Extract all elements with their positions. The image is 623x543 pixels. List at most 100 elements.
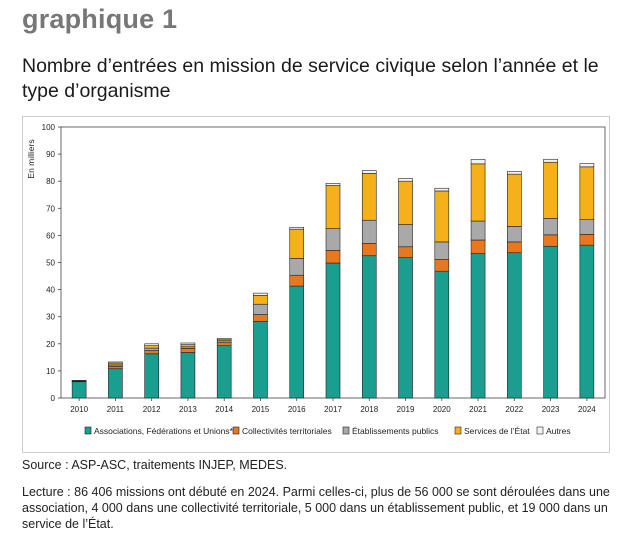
bar-segment bbox=[289, 258, 305, 276]
legend-label: Collectivités territoriales bbox=[242, 426, 332, 436]
legend-swatch bbox=[454, 426, 462, 435]
x-tick-label: 2023 bbox=[542, 405, 560, 414]
bar-segment bbox=[579, 166, 595, 220]
chart-title: Nombre d’entrées en mission de service c… bbox=[22, 55, 599, 102]
bar-segment bbox=[507, 171, 522, 175]
bar-segment bbox=[144, 345, 159, 349]
bar-segment bbox=[579, 163, 595, 168]
bar-segment bbox=[289, 285, 305, 399]
x-tick-label: 2021 bbox=[469, 405, 487, 414]
bar-segment bbox=[71, 381, 87, 399]
x-tick-label: 2022 bbox=[505, 405, 523, 414]
bar-segment bbox=[253, 321, 268, 399]
bar-segment bbox=[108, 366, 123, 370]
y-tick-label: 30 bbox=[46, 313, 55, 322]
bar-segment bbox=[325, 250, 341, 264]
bar-segment bbox=[216, 338, 232, 341]
bar-segment bbox=[216, 345, 232, 399]
x-tick-label: 2013 bbox=[179, 405, 197, 414]
legend-label: Établissements publics bbox=[352, 426, 438, 436]
bar-segment bbox=[398, 180, 413, 225]
bar-segment bbox=[398, 246, 413, 258]
bar-segment bbox=[180, 344, 196, 348]
bar-segment bbox=[579, 244, 595, 399]
x-tick-label: 2017 bbox=[324, 405, 342, 414]
bar-segment bbox=[216, 342, 232, 346]
bar-segment bbox=[144, 343, 159, 346]
bar-segment bbox=[434, 259, 450, 272]
bar-segment bbox=[289, 274, 305, 287]
bar-segment bbox=[361, 243, 377, 257]
legend-swatch bbox=[84, 426, 92, 435]
stacked-bar-chart: 0 10 20 30 40 50 60 70 80 90 100 En milliers 2010 201… bbox=[26, 123, 606, 436]
legend-swatch bbox=[536, 426, 544, 435]
bar-segment bbox=[325, 228, 341, 251]
x-tick-label: 2011 bbox=[107, 405, 125, 414]
bar-segment bbox=[361, 173, 377, 221]
bar-segment bbox=[543, 234, 558, 247]
y-tick-label: 90 bbox=[46, 150, 55, 159]
bar-segment bbox=[543, 161, 558, 219]
y-tick-label: 40 bbox=[46, 286, 55, 295]
legend-swatch bbox=[232, 426, 240, 435]
x-tick-label: 2020 bbox=[433, 405, 451, 414]
y-tick-label: 100 bbox=[42, 123, 56, 132]
bar-segment bbox=[434, 187, 450, 192]
y-tick-label: 10 bbox=[46, 367, 55, 376]
bar-segment bbox=[144, 353, 159, 399]
x-tick-label: 2016 bbox=[288, 405, 306, 414]
legend-label: Associations, Fédérations et Unions* bbox=[94, 426, 234, 436]
bar-segment bbox=[470, 253, 486, 399]
bar-segment bbox=[507, 241, 522, 254]
bar-segment bbox=[434, 241, 450, 260]
bar-segment bbox=[470, 163, 486, 222]
bar-segment bbox=[253, 294, 268, 305]
bar-segment bbox=[180, 352, 196, 399]
bar-segment bbox=[507, 173, 522, 227]
bar-segment bbox=[361, 170, 377, 174]
graph-number-label: graphique 1 bbox=[22, 4, 178, 34]
bar-segment bbox=[543, 245, 558, 399]
legend-label: Autres bbox=[546, 426, 571, 436]
bar-segment bbox=[180, 348, 196, 353]
bar-segment bbox=[325, 262, 341, 399]
y-tick-label: 20 bbox=[46, 340, 55, 349]
y-tick-label: 80 bbox=[46, 177, 55, 186]
y-tick-label: 60 bbox=[46, 231, 55, 240]
chart-frame: 0 10 20 30 40 50 60 70 80 90 100 En milliers 2010 201… bbox=[22, 116, 610, 453]
bar-segment bbox=[325, 183, 341, 186]
x-tick-label: 2010 bbox=[70, 405, 88, 414]
reading-note: Lecture : 86 406 missions ont débuté en … bbox=[22, 485, 610, 531]
bar-segment bbox=[289, 228, 305, 259]
bar-segment bbox=[144, 347, 159, 351]
bar-segment bbox=[543, 158, 558, 163]
bar-segment bbox=[507, 252, 522, 399]
x-tick-label: 2014 bbox=[215, 405, 233, 414]
legend-swatch bbox=[342, 426, 350, 435]
bar-segment bbox=[543, 218, 558, 236]
x-tick-label: 2015 bbox=[252, 405, 270, 414]
bar-segment bbox=[289, 226, 305, 230]
bar-segment bbox=[325, 185, 341, 229]
bar-segment bbox=[144, 350, 159, 355]
source-note: Source : ASP-ASC, traitements INJEP, MED… bbox=[22, 458, 288, 472]
bar-segment bbox=[253, 292, 268, 296]
bar-segment bbox=[507, 226, 522, 243]
bar-segment bbox=[253, 314, 268, 322]
legend-label: Services de l’État bbox=[464, 426, 530, 436]
bar-segment bbox=[434, 190, 450, 243]
y-axis-title: En milliers bbox=[26, 139, 36, 178]
bar-segment bbox=[579, 234, 595, 246]
bar-segment bbox=[398, 178, 413, 182]
x-tick-label: 2018 bbox=[360, 405, 378, 414]
bar-segment bbox=[434, 270, 450, 399]
x-tick-label: 2012 bbox=[143, 405, 161, 414]
bar-segment bbox=[579, 219, 595, 235]
y-tick-label: 50 bbox=[46, 259, 55, 268]
bar-segment bbox=[398, 224, 413, 248]
y-tick-label: 70 bbox=[46, 204, 55, 213]
bar-segment bbox=[398, 257, 413, 399]
bar-segment bbox=[470, 220, 486, 241]
bar-segment bbox=[253, 303, 268, 315]
bar-segment bbox=[180, 342, 196, 345]
